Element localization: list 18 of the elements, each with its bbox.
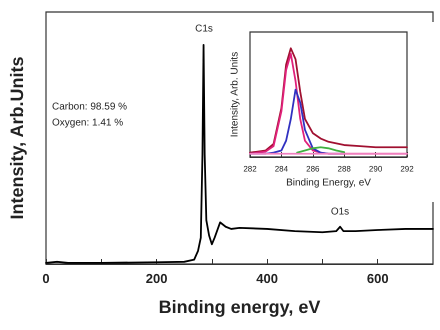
x-tick-label: 200: [146, 271, 168, 286]
x-tick-label: 284: [274, 164, 289, 174]
x-tick-label: 290: [368, 164, 383, 174]
x-tick-label: 600: [366, 271, 389, 286]
annotation: O1s: [330, 206, 350, 218]
y-axis-title: Intensity, Arb.Units: [7, 56, 27, 220]
x-tick-label: 288: [338, 164, 352, 174]
text: C1s: [195, 24, 213, 34]
x-tick-label: 282: [243, 164, 258, 174]
x-tick-label: 292: [400, 164, 414, 174]
x-axis-title: Binding energy, eV: [158, 297, 320, 317]
x-tick-label: 286: [306, 164, 320, 174]
y-axis-title: Intensity, Arb. Units: [230, 52, 240, 138]
x-axis-title: Binding Energy, eV: [286, 177, 372, 188]
annotation: Oxygen: 1.41 %: [52, 118, 124, 128]
x-tick-label: 400: [256, 271, 278, 286]
annotation: Carbon: 98.59 %: [52, 102, 128, 112]
x-tick-label: 0: [42, 271, 50, 286]
